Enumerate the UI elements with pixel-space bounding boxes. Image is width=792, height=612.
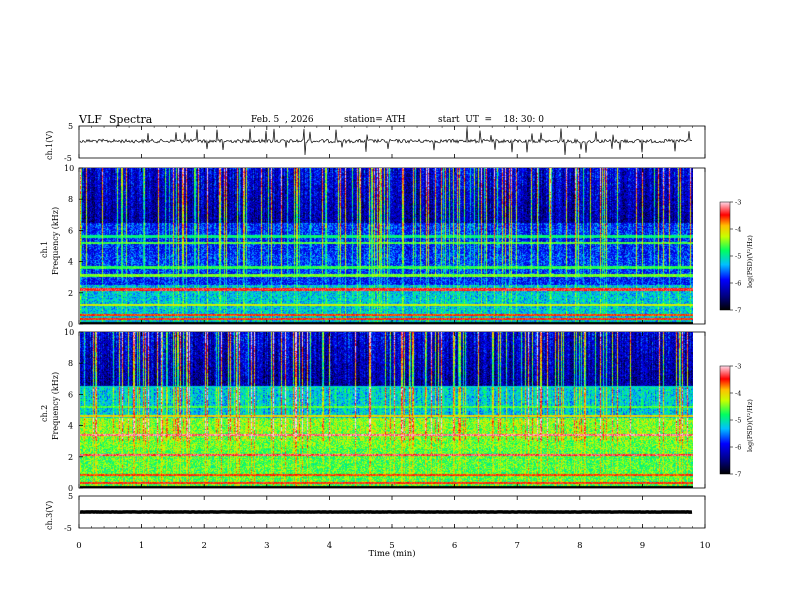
ch1-ytick-5: 5 [68,122,73,131]
ch1-ylabel: ch.1(V) [45,131,54,160]
ch1-spec-ylabel-line2: Frequency (kHz) [51,207,60,275]
ch1-waveform-panel: 5 -5 ch.1(V) [45,122,706,163]
x-tick-label: 0 [76,541,81,551]
ch2-colorbar-tick-label: -5 [735,417,741,425]
ch2-spec-ytick-label: 0 [68,484,73,493]
ch3-ylabel: ch.3(V) [45,501,54,530]
start-ut-label: start UT = 18: 30: 0 [438,115,544,125]
ch1-ytick-neg5: -5 [64,154,72,163]
x-tick-label: 7 [514,541,519,551]
ch1-spec-ytick-label: 4 [68,258,73,267]
x-tick-label: 3 [264,541,269,551]
ch1-spec-ytick-label: 6 [68,226,73,235]
ch2-colorbar-tick-label: -7 [735,471,741,479]
ch1-colorbar-tick-label: -6 [735,280,741,288]
x-tick-label: 6 [452,541,457,551]
ch1-waveform-line [79,127,693,156]
ch1-colorbar-tick-label: -4 [735,226,741,234]
ch2-spec-ylabel-line2: Frequency (kHz) [51,372,60,440]
ch2-colorbar-tick-label: -4 [735,390,741,398]
figure-title: VLF Spectra [79,113,153,126]
x-axis-label: Time (min) [368,548,415,559]
station-label: station= ATH [344,115,406,125]
x-tick-label: 4 [327,541,332,551]
ch2-spectrogram-image [80,332,693,488]
ch2-spec-ylabel-line1: ch.2 [40,405,49,422]
ch1-colorbar [719,201,731,311]
ch2-spec-ytick-label: 2 [68,453,73,462]
ch2-colorbar-label: log(PSD)(V²/Hz) [746,399,754,452]
x-axis: 0 1 2 3 4 5 6 7 8 9 10 [76,126,710,551]
ch1-spec-ytick-label: 10 [64,164,74,173]
ch2-spec-ytick-label: 4 [68,422,73,431]
ch1-colorbar-label: log(PSD)(V²/Hz) [746,235,754,288]
ch2-spec-ytick-label: 10 [64,328,74,337]
ch1-colorbar-tick-label: -5 [735,253,741,261]
x-tick-label: 8 [577,541,582,551]
ch1-spectrogram-image [80,168,693,324]
ch1-spec-ytick-label: 8 [68,195,73,204]
ch3-waveform-panel: 5 -5 ch.3(V) [45,492,706,533]
ch2-spec-ytick-label: 6 [68,390,73,399]
date-label: Feb. 5 , 2026 [251,115,314,125]
ch3-ytick-neg5: -5 [64,524,72,533]
x-tick-label: 10 [700,541,711,551]
ch2-colorbar [719,365,731,475]
ch3-ytick-5: 5 [68,492,73,501]
ch1-colorbar-tick-label: -7 [735,307,741,315]
ch1-colorbar-tick-label: -3 [735,199,741,207]
ch1-spec-ylabel-line1: ch.1 [40,241,49,258]
x-tick-label: 9 [640,541,645,551]
ch1-spec-ytick-label: 2 [68,289,73,298]
ch1-spec-ytick-label: 0 [68,320,73,329]
x-tick-label: 1 [139,541,144,551]
x-tick-label: 2 [201,541,206,551]
x-tick-label: 5 [389,541,394,551]
ch2-colorbar-tick-label: -6 [735,444,741,452]
ch2-spec-ytick-label: 8 [68,359,73,368]
ch2-colorbar-tick-label: -3 [735,363,741,371]
